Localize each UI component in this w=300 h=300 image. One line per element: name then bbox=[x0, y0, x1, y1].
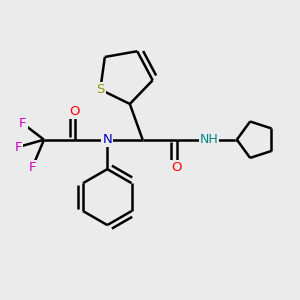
Text: N: N bbox=[102, 133, 112, 146]
Text: F: F bbox=[19, 117, 27, 130]
Text: S: S bbox=[96, 83, 104, 96]
Text: F: F bbox=[28, 161, 36, 174]
Text: O: O bbox=[171, 161, 182, 174]
Text: NH: NH bbox=[200, 133, 218, 146]
Text: O: O bbox=[70, 105, 80, 118]
Text: F: F bbox=[14, 141, 22, 154]
